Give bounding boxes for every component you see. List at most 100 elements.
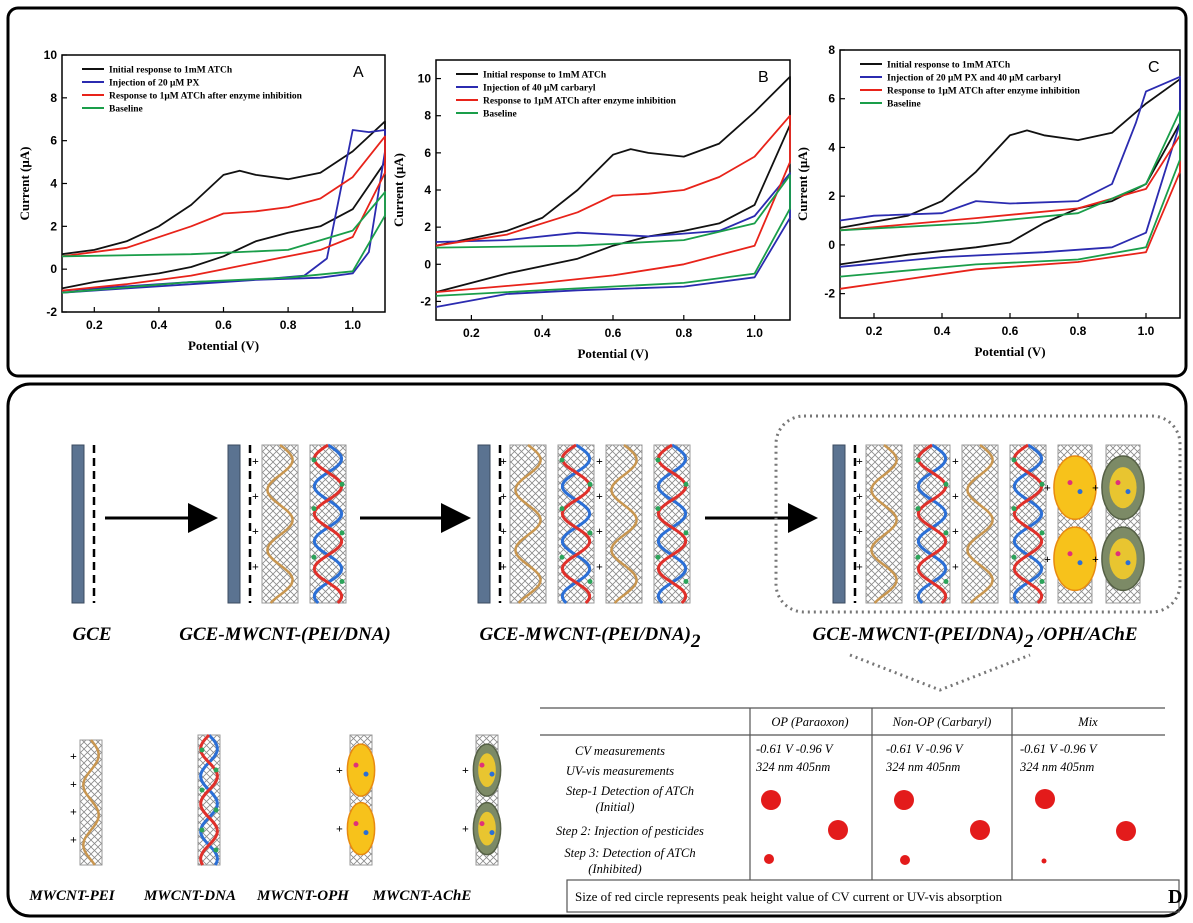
x-tick-label: 0.6 [1002, 324, 1019, 338]
table-cell: 324 nm 405nm [1019, 760, 1094, 774]
chart: -2 0 2 4 6 8 10 0.2 0.4 0.6 0.8 1.0 Potential (V) Cur… [17, 48, 386, 353]
dot [943, 481, 949, 487]
caption-box [566, 879, 1180, 913]
enzyme [1053, 455, 1097, 521]
circle [1035, 789, 1055, 809]
legend-label: Initial response to 1mM ATCh [483, 71, 607, 81]
dot [1039, 530, 1045, 536]
charge: + [252, 559, 259, 573]
charge: + [952, 489, 959, 503]
dot [311, 554, 317, 560]
y-axis-label: Current (μA) [17, 147, 32, 221]
dot [915, 457, 921, 463]
diagram: GCE GCE-MWCNT-(PEI/DNA) GCE-MWCNT-(PEI/D… [28, 414, 1182, 913]
charge: + [336, 822, 343, 836]
pei-chain [514, 444, 542, 604]
x-axis-label: Potential (V) [577, 346, 648, 361]
site [353, 821, 359, 827]
dot [559, 457, 565, 463]
charge: + [596, 489, 603, 503]
enzyme [346, 743, 376, 797]
y-tick-label: 2 [828, 189, 835, 203]
dot [1011, 554, 1017, 560]
dot [311, 457, 317, 463]
pei-chain [266, 444, 294, 604]
dot [655, 554, 661, 560]
table-cell: -0.61 V -0.96 V [756, 742, 834, 756]
x-axis-label: Potential (V) [188, 338, 259, 353]
row-label: CV measurements [575, 744, 665, 758]
dot [1039, 579, 1045, 585]
dot [655, 506, 661, 512]
y-tick-label: 0 [828, 238, 835, 252]
x-tick-label: 1.0 [344, 318, 361, 332]
circle [900, 855, 910, 865]
y-tick-label: 6 [828, 92, 835, 106]
pei-chain [82, 739, 100, 866]
x-tick-label: 1.0 [1138, 324, 1155, 338]
circle [761, 790, 781, 810]
row-label: Step 2: Injection of pesticides [556, 824, 704, 838]
charge: + [252, 454, 259, 468]
dot [655, 457, 661, 463]
dot [339, 530, 345, 536]
site [363, 771, 369, 777]
dna-strand [199, 733, 219, 866]
dot [915, 506, 921, 512]
stage-sub: 2 [690, 631, 701, 652]
site [1077, 489, 1083, 495]
nanotube [913, 444, 951, 604]
dna-strand [560, 443, 592, 605]
site [1077, 560, 1083, 566]
dna-strand [312, 443, 344, 605]
y-tick-label: -2 [46, 305, 57, 319]
y-tick-label: 4 [424, 183, 431, 197]
x-tick-label: 0.8 [675, 326, 692, 340]
legend-label: Injection of 20 μM PX and 40 μM carbaryl [887, 74, 1061, 84]
dna-strand [199, 733, 219, 866]
y-tick-label: 6 [424, 146, 431, 160]
pei-chain [870, 444, 898, 604]
charge: + [500, 524, 507, 538]
circle [764, 854, 774, 864]
y-tick-label: 0 [50, 262, 57, 276]
dot [1039, 481, 1045, 487]
y-tick-label: -2 [420, 294, 431, 308]
dot [943, 530, 949, 536]
legend-label: Initial response to 1mM ATCh [887, 61, 1011, 71]
dot [683, 481, 689, 487]
site [1125, 489, 1131, 495]
charge: + [856, 524, 863, 538]
x-tick-label: 0.4 [934, 324, 951, 338]
site [1115, 551, 1121, 557]
y-tick-label: 8 [50, 91, 57, 105]
pei-chain [610, 444, 638, 604]
stage-label: GCE-MWCNT-(PEI/DNA) [813, 624, 1025, 645]
enzyme-core [478, 753, 496, 787]
nanotube [557, 444, 595, 604]
dot [339, 481, 345, 487]
charge: + [856, 559, 863, 573]
x-tick-label: 0.6 [605, 326, 622, 340]
stage-label: GCE [72, 624, 111, 645]
table-cell: 324 nm 405nm [885, 760, 960, 774]
dot [213, 847, 219, 853]
component-label: MWCNT-OPH [256, 888, 350, 904]
dot [1011, 506, 1017, 512]
dot [559, 506, 565, 512]
y-tick-label: 4 [50, 177, 57, 191]
charge: + [952, 454, 959, 468]
dot [311, 506, 317, 512]
circle [894, 790, 914, 810]
legend-label: Injection of 40 μM carbaryl [483, 84, 596, 94]
nanotube [309, 444, 347, 604]
site [1067, 551, 1073, 557]
legend-label: Initial response to 1mM ATCh [109, 66, 233, 76]
site [353, 762, 359, 768]
y-tick-label: 10 [44, 48, 58, 62]
table-header: Mix [1077, 715, 1098, 729]
legend-label: Response to 1μM ATCh after enzyme inhibi… [109, 92, 303, 102]
row-label: Step 3: Detection of ATCh [564, 846, 695, 860]
charge: + [462, 763, 469, 777]
